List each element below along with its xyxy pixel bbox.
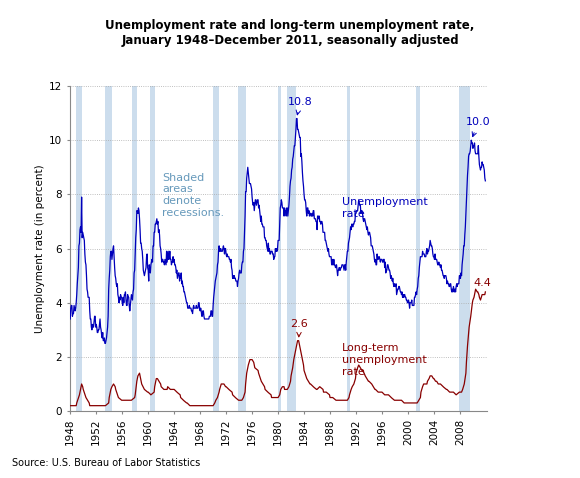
- Text: Unemployment
rate: Unemployment rate: [342, 197, 427, 219]
- Bar: [150, 86, 155, 411]
- Text: 10.0: 10.0: [466, 117, 491, 137]
- Bar: [132, 86, 137, 411]
- Bar: [213, 86, 219, 411]
- Bar: [347, 86, 350, 411]
- Text: Source: U.S. Bureau of Labor Statistics: Source: U.S. Bureau of Labor Statistics: [12, 458, 200, 468]
- Bar: [415, 86, 420, 411]
- Bar: [238, 86, 246, 411]
- Text: Unemployment rate and long-term unemployment rate,
January 1948–December 2011, s: Unemployment rate and long-term unemploy…: [106, 19, 474, 47]
- Text: 10.8: 10.8: [288, 97, 313, 115]
- Text: Shaded
areas
denote
recessions.: Shaded areas denote recessions.: [162, 173, 224, 217]
- Bar: [287, 86, 296, 411]
- Bar: [459, 86, 470, 411]
- Bar: [106, 86, 112, 411]
- Text: 4.4: 4.4: [474, 278, 492, 288]
- Y-axis label: Unemployment rate (in percent): Unemployment rate (in percent): [35, 164, 45, 333]
- Text: Long-term
unemployment
rate: Long-term unemployment rate: [342, 343, 426, 377]
- Bar: [76, 86, 82, 411]
- Bar: [278, 86, 281, 411]
- Text: 2.6: 2.6: [291, 319, 308, 337]
